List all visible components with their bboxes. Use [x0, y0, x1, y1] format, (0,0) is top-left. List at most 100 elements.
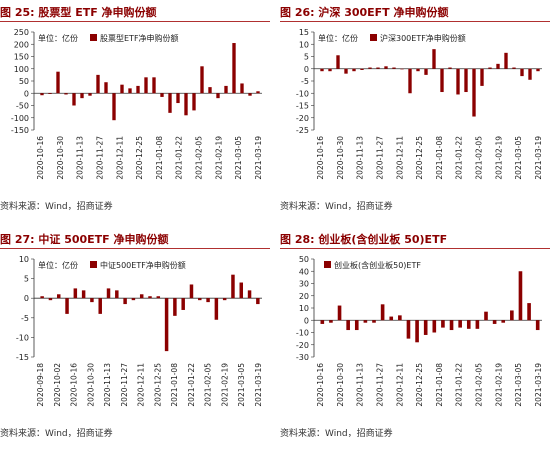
y-tick-label: -20: [296, 341, 309, 350]
bar: [535, 320, 540, 331]
bar: [528, 68, 532, 80]
x-tick-label: 2020-10-16: [70, 363, 79, 407]
legend-swatch: [90, 261, 97, 268]
bar: [48, 298, 53, 301]
panel-csi300-etf: 图 26: 沪深 300EFT 净申购份额 -25 -20 -15 -10 -5 0 5 10…: [280, 0, 550, 227]
bar: [88, 93, 92, 96]
bar: [328, 68, 332, 72]
y-tick-label: 250: [14, 28, 29, 37]
bar: [320, 68, 324, 72]
x-tick-label: 2020-10-02: [53, 363, 62, 407]
bar: [65, 298, 69, 314]
bar: [56, 294, 61, 299]
bar: [376, 67, 380, 69]
bar: [123, 298, 127, 305]
bar: [336, 55, 340, 69]
x-tick-label: 2021-02-19: [220, 363, 229, 407]
x-tick-label: 2021-02-19: [214, 136, 223, 180]
bar: [496, 63, 500, 69]
bar: [139, 294, 144, 299]
bar: [112, 93, 116, 121]
x-tick-label: 2020-12-11: [137, 363, 146, 407]
y-tick-label: 50: [299, 255, 309, 264]
x-tick-label: 2020-12-25: [415, 363, 424, 407]
source-note: 资料来源：Wind，招商证券: [0, 429, 113, 439]
x-tick-label: 2021-01-08: [435, 136, 444, 180]
bar: [464, 68, 468, 93]
x-tick-label: 2021-01-22: [175, 136, 184, 180]
y-tick-label: 20: [299, 292, 309, 301]
bar: [480, 68, 484, 86]
bar: [458, 320, 462, 328]
bar: [416, 68, 420, 72]
chart-title: 图 26: 沪深 300EFT 净申购份额: [280, 6, 449, 19]
chart-title: 图 25: 股票型 ETF 净申购份额: [0, 6, 157, 19]
x-tick-label: 2021-03-05: [514, 363, 523, 407]
x-tick-label: 2020-11-27: [375, 136, 384, 180]
x-tick-label: 2021-01-08: [155, 136, 164, 180]
bar: [173, 298, 177, 316]
bar: [492, 320, 497, 324]
bar: [354, 320, 359, 331]
bar: [232, 43, 236, 94]
y-tick-label: 50: [19, 77, 29, 86]
y-tick-label: 15: [299, 28, 309, 37]
y-tick-label: -30: [296, 353, 309, 362]
bar-chart: -15 -10 -5 0 5 10 单位：亿份 中证500ETF净申购份额 2020-09-18…: [16, 255, 263, 407]
legend-label: 股票型ETF净申购份额: [100, 33, 179, 43]
panel-chinext-etf: 图 28: 创业板(含创业板 50)ETF -30 -20 -10 0 10 20 30 40…: [280, 227, 550, 454]
bar: [136, 85, 140, 94]
x-tick-label: 2020-10-30: [336, 136, 345, 180]
y-tick-label: -100: [11, 114, 29, 123]
x-tick-label: 2020-11-27: [120, 363, 129, 407]
x-tick-label: 2020-11-13: [356, 136, 365, 180]
bar: [320, 320, 325, 324]
bar: [120, 84, 124, 94]
x-tick-label: 2021-01-22: [455, 363, 464, 407]
bar: [346, 320, 350, 331]
bar: [424, 68, 428, 75]
x-tick-label: 2020-09-18: [36, 363, 45, 407]
unit-label: 单位：亿份: [318, 33, 358, 43]
y-tick-label: 30: [299, 280, 309, 289]
bar: [156, 296, 161, 299]
y-tick-label: 40: [299, 267, 309, 276]
x-tick-label: 2021-01-22: [455, 136, 464, 180]
x-tick-label: 2021-03-05: [514, 136, 523, 180]
title-rule: [0, 248, 270, 249]
y-tick-label: -50: [16, 102, 29, 111]
bar: [216, 93, 220, 99]
bar: [240, 83, 244, 94]
bar: [368, 67, 372, 69]
bar: [440, 68, 444, 93]
bar: [466, 320, 471, 329]
bar: [96, 74, 100, 94]
y-tick-label: 200: [14, 40, 29, 49]
bar: [40, 296, 44, 299]
bar: [206, 298, 210, 303]
y-tick-label: 0: [24, 294, 29, 303]
bar: [423, 320, 428, 335]
bar: [389, 316, 394, 321]
bar: [432, 320, 437, 333]
bar: [115, 290, 119, 299]
bar-chart: -25 -20 -15 -10 -5 0 5 10 15 单位：亿份 沪深300ETF净申购份额 20…: [296, 28, 543, 180]
bar: [131, 298, 136, 301]
bar: [512, 67, 516, 69]
bar: [144, 77, 148, 94]
bar: [360, 68, 364, 70]
legend-label: 沪深300ETF净申购份额: [380, 33, 466, 43]
bar: [64, 93, 68, 95]
bar: [208, 87, 212, 94]
x-tick-label: 2020-12-25: [415, 136, 424, 180]
x-tick-label: 2020-12-25: [135, 136, 144, 180]
bar: [510, 310, 514, 321]
x-tick-label: 2020-10-16: [316, 363, 325, 407]
bar: [164, 298, 169, 352]
bar: [40, 93, 44, 96]
y-tick-label: -150: [11, 126, 29, 135]
y-tick-label: -15: [16, 353, 29, 362]
bar: [48, 93, 52, 94]
bar: [398, 315, 402, 321]
x-tick-label: 2021-03-19: [534, 363, 543, 407]
